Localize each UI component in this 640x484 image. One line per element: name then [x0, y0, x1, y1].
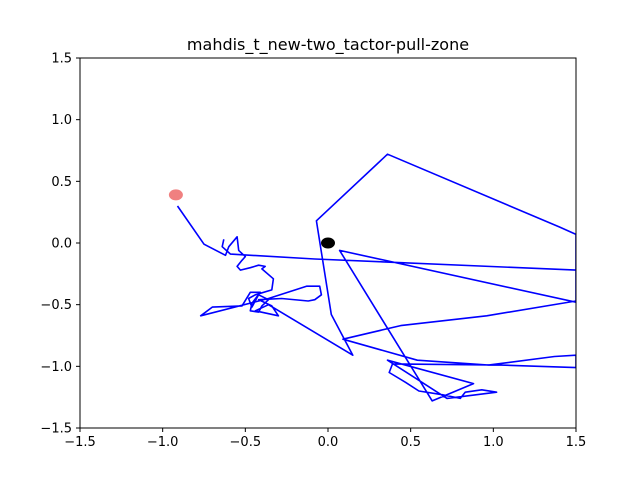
y-tick-label: 1.5: [51, 52, 72, 67]
x-tick-label: −1.0: [147, 435, 179, 450]
y-axis: 1.5 1.0 0.5 0.0 −0.5 −1.0 −1.5: [40, 52, 80, 437]
y-tick-label: −1.5: [40, 422, 72, 437]
y-tick-label: −0.5: [40, 298, 72, 313]
x-tick-label: 1.5: [566, 435, 587, 450]
marker-layer: [168, 189, 335, 249]
x-tick-label: 0.0: [318, 435, 339, 450]
y-tick-label: 0.0: [51, 237, 72, 252]
x-axis: −1.5 −1.0 −0.5 0.0 0.5 1.0 1.5: [64, 428, 586, 450]
trajectory-line-0: [176, 153, 576, 402]
y-tick-label: 0.5: [51, 175, 72, 190]
chart-title: mahdis_t_new-two_tactor-pull-zone: [187, 35, 469, 55]
origin-marker: [321, 237, 335, 249]
series-layer: [176, 153, 576, 402]
y-tick-label: −1.0: [40, 360, 72, 375]
start-marker: [168, 189, 183, 201]
x-tick-label: 1.0: [483, 435, 504, 450]
x-tick-label: −1.5: [64, 435, 96, 450]
x-tick-label: 0.5: [400, 435, 421, 450]
x-tick-label: −0.5: [230, 435, 262, 450]
y-tick-label: 1.0: [51, 113, 72, 128]
